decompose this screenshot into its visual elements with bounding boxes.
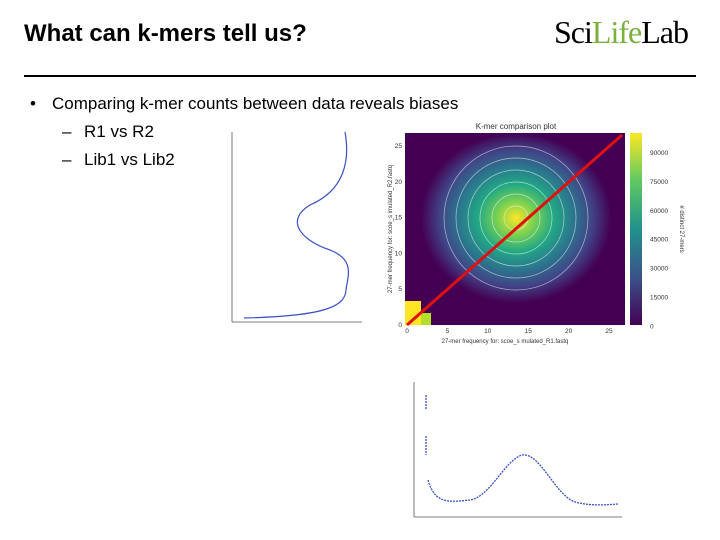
colorbar-tick-label: 0 (650, 323, 654, 330)
curve (425, 395, 619, 506)
x-tick-label: 0 (405, 328, 409, 335)
left-plot (231, 131, 362, 323)
y-tick-label: 15 (395, 215, 403, 222)
colorbar (630, 133, 642, 325)
x-tick-label: 25 (605, 328, 613, 335)
y-axis-label: 27-mer frequency for: scoe_s imulated_R2… (388, 165, 394, 293)
y-tick-label: 20 (395, 179, 403, 186)
x-tick-label: 5 (446, 328, 450, 335)
colorbar-tick-label: 75000 (650, 179, 668, 186)
x-tick-label: 15 (525, 328, 533, 335)
colorbar-tick-label: 15000 (650, 295, 668, 302)
heatmap-density (421, 133, 611, 303)
dash: – (62, 122, 72, 141)
bullet: Comparing k-mer counts between data reve… (52, 94, 459, 113)
y-tick-label: 0 (398, 322, 402, 329)
logo-part: Sci (554, 14, 593, 50)
bottom-plot (413, 382, 622, 518)
plot-title: K-mer comparison plot (476, 122, 557, 131)
y-tick-label: 25 (395, 143, 403, 150)
bullet-marker: • (30, 94, 36, 113)
dash: – (62, 150, 72, 169)
diagonal-line (406, 133, 623, 327)
logo-part: Lab (641, 14, 689, 50)
y-tick-label: 10 (395, 250, 403, 257)
divider (24, 75, 696, 77)
comparison-plot: K-mer comparison plot 27-mer frequency f… (388, 122, 684, 345)
slide-title: What can k-mers tell us? (24, 20, 307, 47)
colorbar-tick-label: 45000 (650, 237, 668, 244)
colorbar-tick-label: 30000 (650, 266, 668, 273)
colorbar-label: # distinct 27-mers (678, 205, 684, 252)
heatmap-cell (405, 301, 421, 325)
colorbar-tick-label: 90000 (650, 150, 668, 157)
curve (243, 131, 350, 319)
logo: SciLifeLab (554, 14, 689, 51)
y-tick-label: 5 (398, 286, 402, 293)
logo-part: Life (591, 14, 642, 50)
x-tick-label: 10 (484, 328, 492, 335)
colorbar-tick-label: 60000 (650, 208, 668, 215)
heatmap-cell (421, 313, 431, 325)
sub-bullet: R1 vs R2 (84, 122, 154, 141)
x-axis-label: 27-mer frequency for: scoe_s mulated_R1.… (442, 339, 569, 345)
x-tick-label: 20 (565, 328, 573, 335)
sub-bullet: Lib1 vs Lib2 (84, 150, 175, 169)
